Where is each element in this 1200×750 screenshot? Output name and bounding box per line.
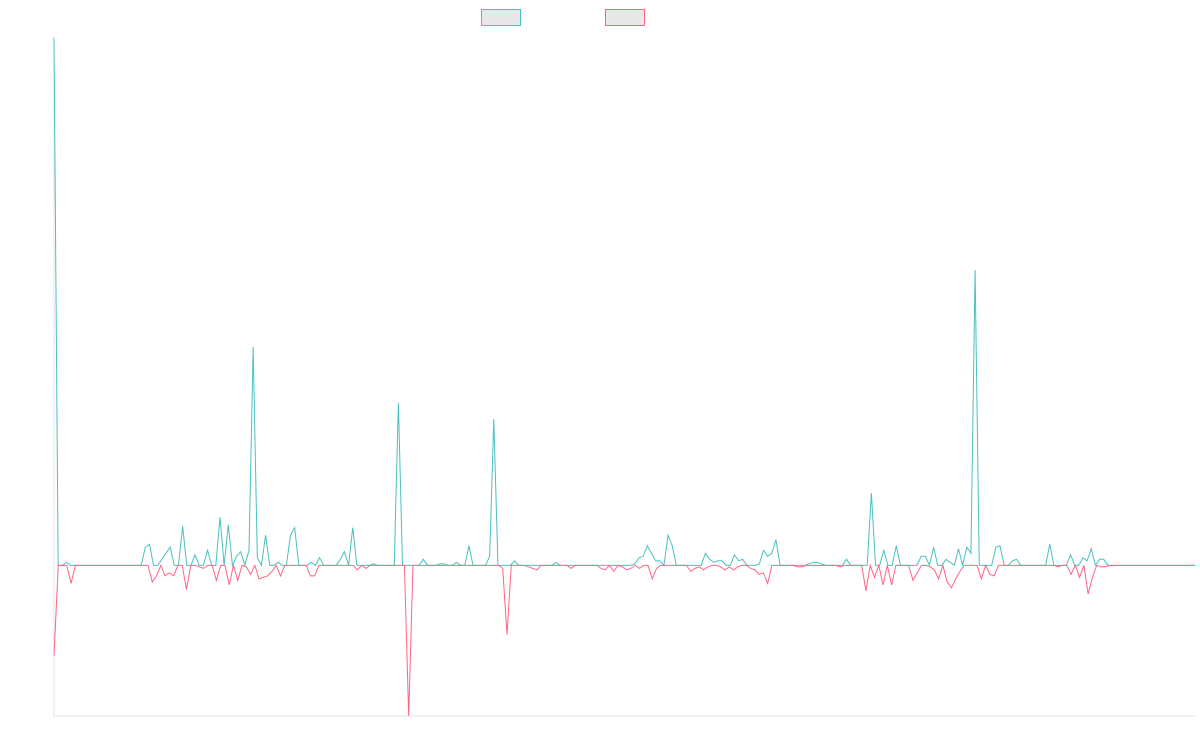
legend-swatch-1[interactable]	[481, 9, 521, 26]
legend	[481, 9, 645, 26]
series-layer	[53, 37, 1195, 717]
series-line-1	[53, 37, 1195, 568]
series-line-2	[53, 563, 1195, 717]
legend-swatch-2[interactable]	[605, 9, 645, 26]
axes	[53, 36, 1195, 717]
